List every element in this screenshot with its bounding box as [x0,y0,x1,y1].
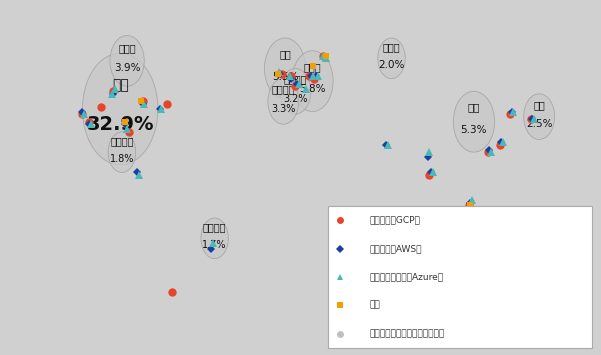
Ellipse shape [268,78,299,124]
Ellipse shape [264,38,306,99]
Ellipse shape [453,91,495,152]
Text: 米国: 米国 [112,78,129,92]
Text: カナダ: カナダ [118,43,136,53]
Text: グーグル（GCP）: グーグル（GCP） [370,215,421,225]
Ellipse shape [110,36,144,86]
Text: 3.2%: 3.2% [283,94,308,104]
Text: マイクロソフト（Azure）: マイクロソフト（Azure） [370,272,444,282]
Text: 32.9%: 32.9% [87,115,154,133]
Text: 2.0%: 2.0% [378,60,404,70]
Text: オランダ: オランダ [272,84,295,94]
Text: 日本: 日本 [533,100,545,110]
Ellipse shape [292,51,333,111]
Ellipse shape [378,38,405,78]
Text: 3.3%: 3.3% [271,104,296,114]
Text: アマゾン（AWS）: アマゾン（AWS） [370,244,422,253]
Text: 中国: 中国 [468,103,480,113]
Text: 英国: 英国 [279,49,291,59]
Text: 1.8%: 1.8% [110,154,134,164]
Ellipse shape [523,94,555,140]
Text: ロシア: ロシア [383,42,400,52]
Text: データセンター立地棟数シェア: データセンター立地棟数シェア [370,329,445,338]
Text: 5.8%: 5.8% [299,84,326,94]
Text: ブラジル: ブラジル [203,222,227,232]
Ellipse shape [82,53,158,165]
Text: メキシコ: メキシコ [110,136,133,146]
FancyBboxPatch shape [328,206,592,348]
Ellipse shape [108,132,136,173]
Text: 2.5%: 2.5% [526,119,552,129]
Text: 3.3%: 3.3% [505,271,532,281]
Text: 5.3%: 5.3% [461,125,487,135]
Text: 1.7%: 1.7% [203,240,227,250]
Ellipse shape [501,244,535,294]
Ellipse shape [201,218,228,259]
Text: メタ: メタ [370,301,380,310]
Text: 3.9%: 3.9% [114,64,140,73]
Text: オーストラリア: オーストラリア [498,251,539,261]
Text: 5.5%: 5.5% [272,71,298,82]
Text: ドイツ: ドイツ [304,62,322,72]
Ellipse shape [280,69,311,114]
Text: フランス: フランス [284,75,307,84]
